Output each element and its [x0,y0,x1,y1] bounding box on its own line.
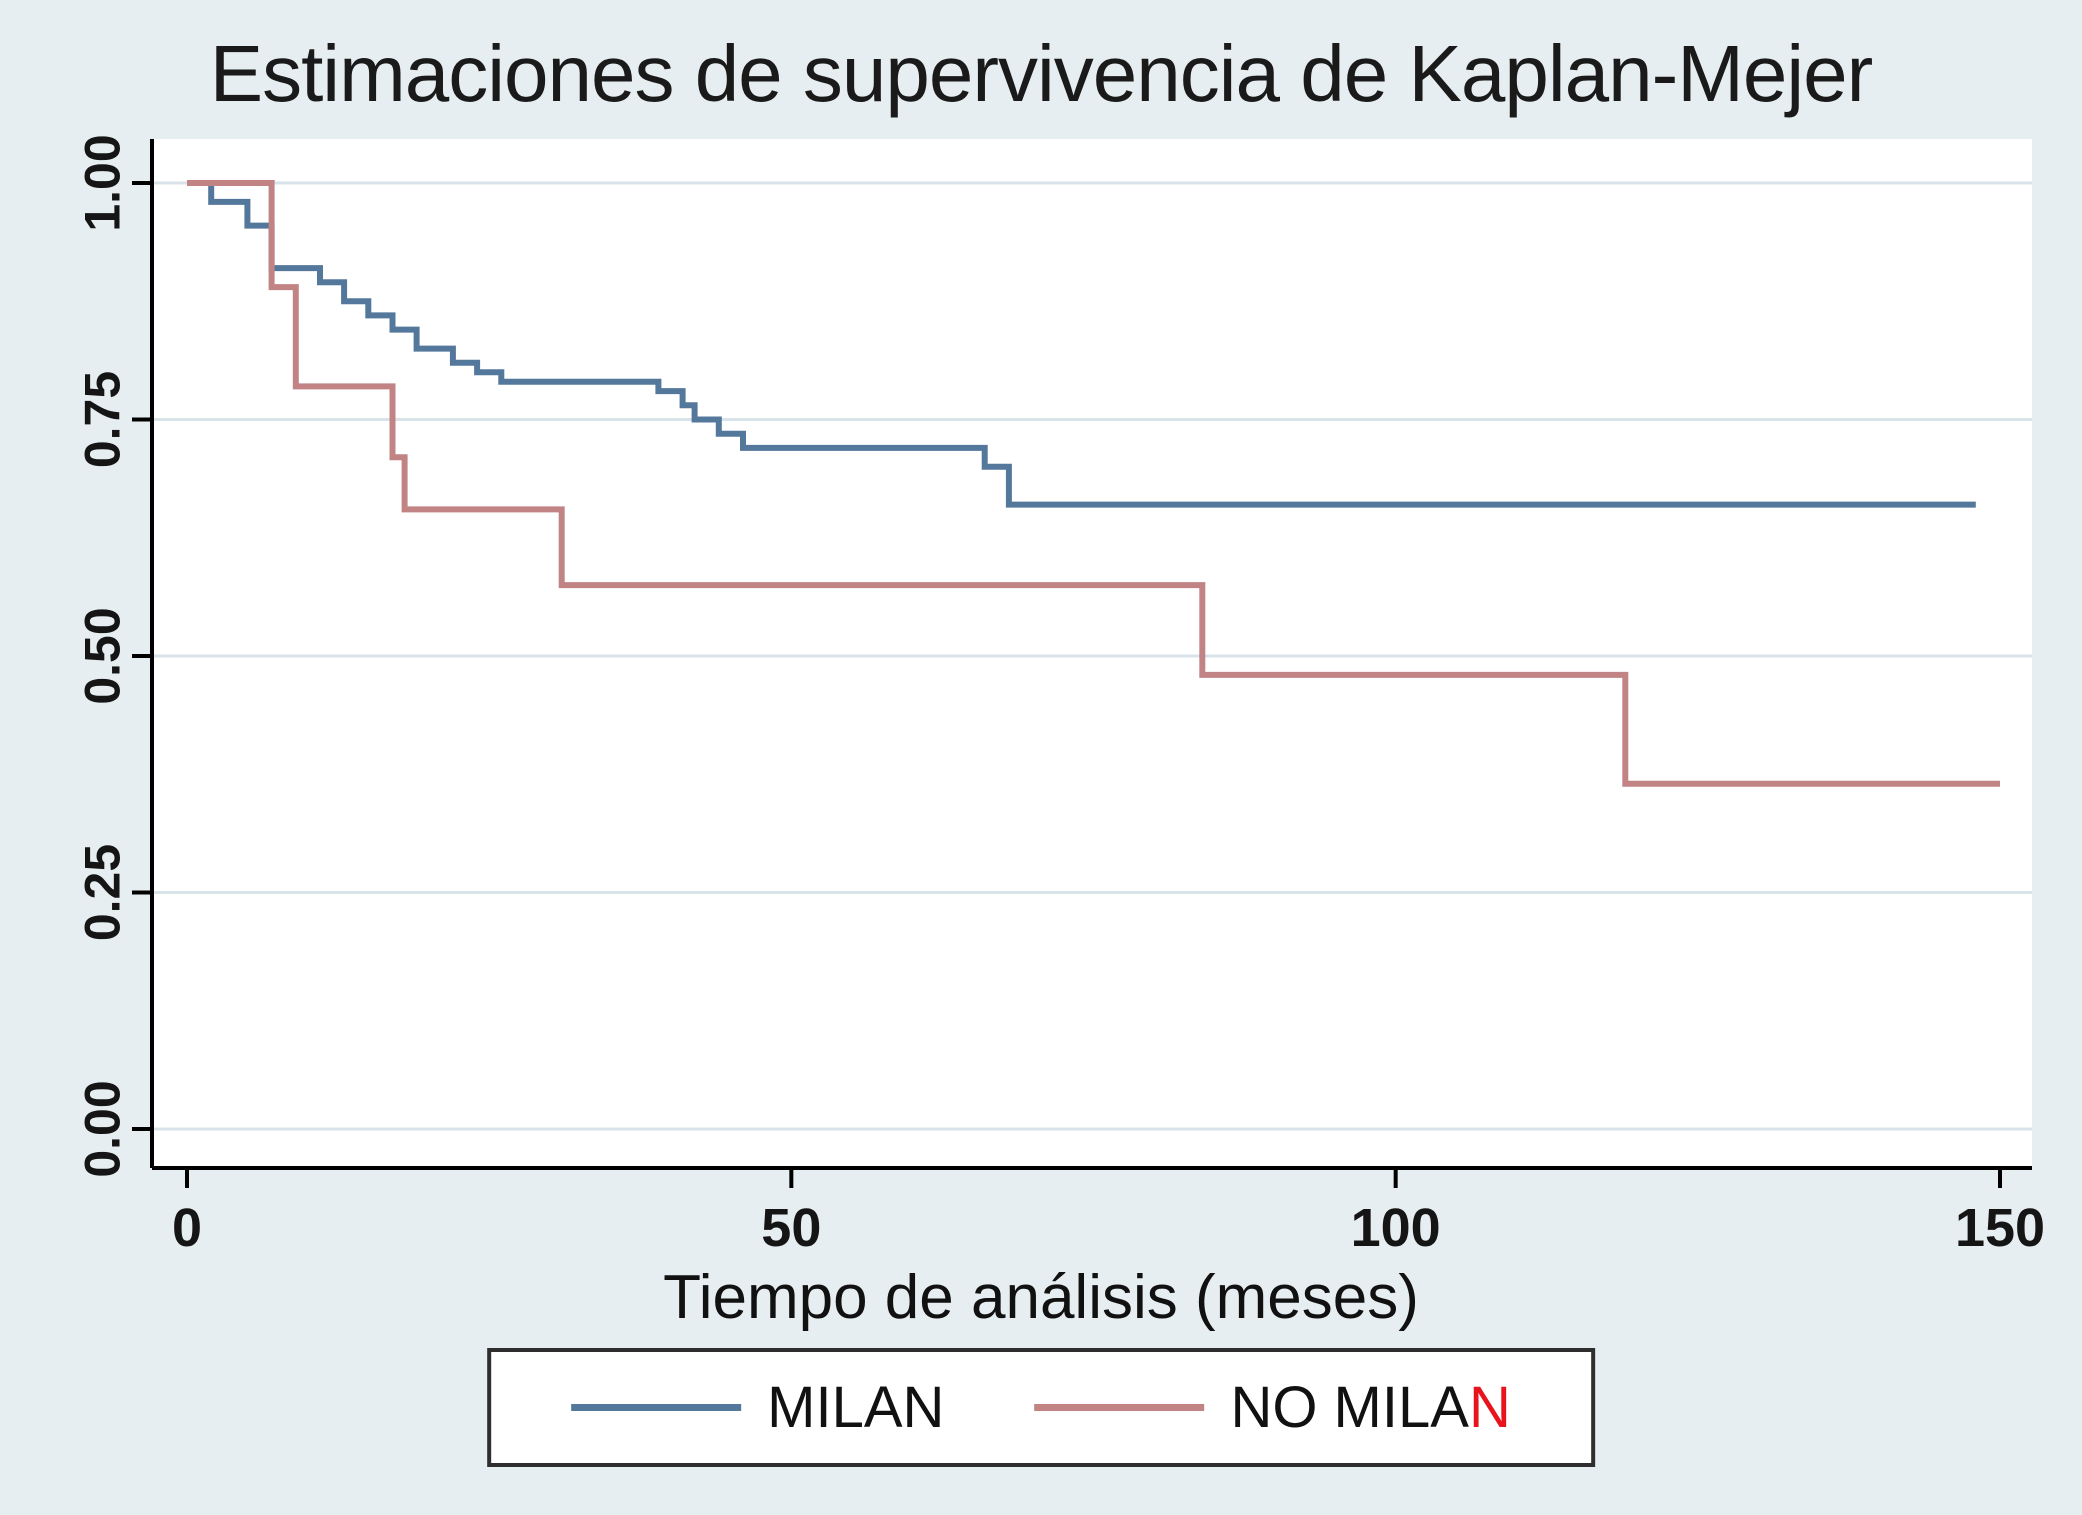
series-no-milan [187,180,2000,787]
plot-area [152,139,2032,1168]
legend-label-milan: MILAN [767,1375,945,1440]
y-tick-label: 0.00 [75,1080,131,1177]
milan-line-swatch [571,1404,742,1411]
legend-item-milan: MILAN [571,1374,944,1441]
y-tick-label: 0.25 [75,844,131,941]
series-milan [187,180,1976,508]
chart-title: Estimaciones de supervivencia de Kaplan-… [209,29,1874,118]
legend-label-no-milan-suffix: N [1468,1375,1511,1440]
x-tick-label: 100 [1351,1198,1441,1258]
y-tick-label: 0.50 [75,607,131,704]
legend-label-no-milan-main: NO MILA [1230,1375,1469,1440]
legend: MILAN NO MILAN [487,1348,1595,1467]
y-tick-label: 0.75 [75,371,131,468]
no-milan-line-swatch [1034,1404,1205,1411]
x-tick-label: 150 [1955,1198,2045,1258]
x-axis-label: Tiempo de análisis (meses) [663,1263,1419,1332]
y-tick-label: 1.00 [75,134,131,231]
legend-label-no-milan: NO MILAN [1230,1374,1510,1441]
x-tick-label: 50 [761,1198,821,1258]
x-tick-label: 0 [172,1198,202,1258]
legend-item-no-milan: NO MILAN [1034,1374,1511,1441]
